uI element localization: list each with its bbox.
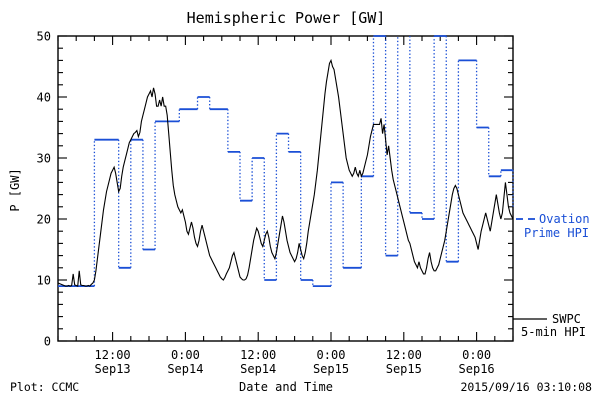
x-tick-label-time: 12:00 [240,348,276,362]
x-axis-ticks [57,36,514,341]
x-tick-label-time: 0:00 [171,348,200,362]
x-tick-label-time: 12:00 [386,348,422,362]
chart-title: Hemispheric Power [GW] [187,9,386,27]
x-tick-label-date: Sep16 [459,362,495,376]
footer-right-timestamp: 2015/09/16 03:10:08 [460,380,592,394]
x-tick-label-date: Sep13 [95,362,131,376]
legend-swpc: SWPC 5-min HPI [513,312,586,339]
y-axis-ticks [58,35,513,342]
y-tick-label: 20 [37,213,51,227]
x-axis-tick-labels: 12:00Sep130:00Sep1412:00Sep140:00Sep1512… [95,348,495,376]
x-tick-label-time: 12:00 [95,348,131,362]
x-tick-label-date: Sep14 [240,362,276,376]
y-tick-label: 50 [37,30,51,44]
legend-ovation: Ovation Prime HPI [516,212,590,240]
x-tick-label-date: Sep14 [167,362,203,376]
series-layer [57,35,514,287]
swpc-5min-hpi-line [57,58,514,287]
y-tick-label: 30 [37,152,51,166]
x-tick-label-time: 0:00 [317,348,346,362]
ovation-prime-hpi-steps [58,35,513,287]
y-tick-label: 0 [44,335,51,349]
ovation-prime-hpi-connectors [93,36,514,287]
footer-center-axis-label: Date and Time [239,380,333,394]
x-tick-label-time: 0:00 [462,348,491,362]
legend-ovation-label-line2: Prime HPI [524,226,589,240]
y-axis-tick-labels: 0 10 20 30 40 50 [37,30,51,349]
legend-swpc-label-line1: SWPC [552,312,581,326]
y-tick-label: 40 [37,91,51,105]
footer-left: Plot: CCMC [10,380,79,394]
plot-frame [57,35,514,342]
legend-ovation-label-line1: Ovation [539,212,590,226]
x-tick-label-date: Sep15 [386,362,422,376]
y-axis-label: P [GW] [8,168,22,211]
legend-swpc-label-line2: 5-min HPI [521,325,586,339]
x-tick-label-date: Sep15 [313,362,349,376]
y-tick-label: 10 [37,274,51,288]
